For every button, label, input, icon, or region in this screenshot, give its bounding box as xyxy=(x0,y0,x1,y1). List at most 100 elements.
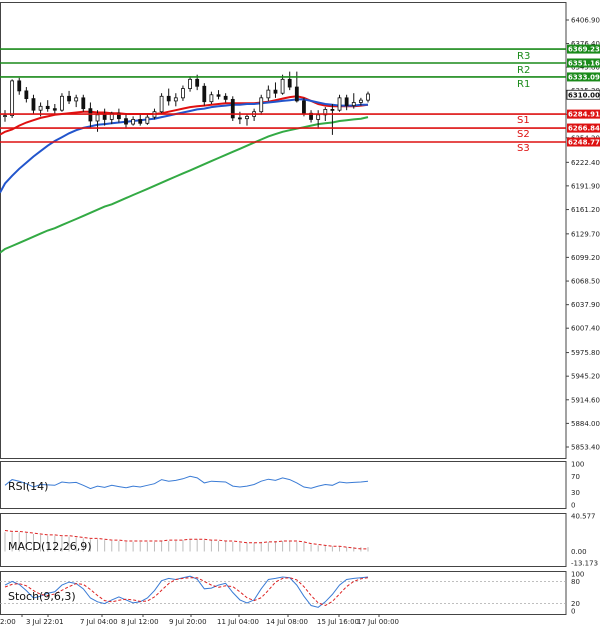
candle-body xyxy=(60,95,64,111)
stoch-title: Stoch(9,6,3) xyxy=(8,590,76,603)
price-axis-tick-label: 6191.90 xyxy=(571,182,600,190)
rsi-title: RSI(14) xyxy=(8,480,48,493)
level-price-box xyxy=(567,72,600,82)
candle-body xyxy=(124,118,128,125)
candle-body xyxy=(131,119,136,125)
candle-body xyxy=(202,85,207,103)
candle-body xyxy=(237,117,242,120)
price-axis-tick-label: 6129.70 xyxy=(571,230,600,238)
candle-body xyxy=(302,100,306,114)
macd-panel-frame xyxy=(0,513,567,567)
level-price-box xyxy=(567,109,600,119)
candle-body xyxy=(109,112,114,120)
rsi-axis-tick: 70 xyxy=(571,473,580,481)
candle-body xyxy=(10,80,15,116)
price-axis-tick-label: 5975.80 xyxy=(571,349,600,357)
price-axis-tick-label: 6099.20 xyxy=(571,254,600,262)
candle-body xyxy=(188,78,192,89)
rsi-axis-tick: 0 xyxy=(571,502,575,510)
level-name-s1: S1 xyxy=(517,115,530,126)
ma-line-ma-blue xyxy=(0,98,368,194)
candle-body xyxy=(294,86,299,102)
candle-body xyxy=(67,95,71,102)
level-name-s3: S3 xyxy=(517,143,530,154)
candle-body xyxy=(138,119,143,124)
rsi-line xyxy=(4,475,369,490)
candle-body xyxy=(195,78,200,87)
candle-body xyxy=(181,88,185,99)
price-axis-tick-label: 5945.20 xyxy=(571,373,600,381)
ma-line-ma-green xyxy=(0,116,369,254)
level-price-box xyxy=(567,137,600,147)
price-axis-tick-label: 6376.40 xyxy=(571,40,600,48)
candle-body xyxy=(209,94,214,103)
candle-body xyxy=(316,114,321,120)
price-axis-tick-label: 5914.60 xyxy=(571,396,600,404)
time-axis-label: 14 Jul 08:00 xyxy=(266,618,308,626)
candle-body xyxy=(344,97,349,106)
rsi-panel-frame xyxy=(0,461,567,509)
candle-body xyxy=(17,80,22,92)
current-price-label: 6310.00 xyxy=(568,91,600,99)
candle-body xyxy=(337,97,342,111)
candle-body xyxy=(116,112,121,120)
level-price-label: 6369.23 xyxy=(568,46,600,54)
candle-body xyxy=(366,93,370,101)
price-axis-tick-label: 6068.50 xyxy=(571,278,600,286)
time-axis-label: 17 Jul 00:00 xyxy=(357,618,399,626)
rsi-axis-tick: 30 xyxy=(571,489,580,497)
price-axis-tick-label: 6345.80 xyxy=(571,64,600,72)
macd-signal-line xyxy=(4,530,368,550)
candle-body xyxy=(159,95,164,113)
price-axis-tick-label: 5853.40 xyxy=(571,444,600,452)
candle-body xyxy=(45,105,50,110)
candle-body xyxy=(259,97,264,113)
time-axis-label: 2:00 xyxy=(0,618,16,626)
stoch-d-line xyxy=(4,577,369,607)
candle-body xyxy=(330,109,335,111)
candle-body xyxy=(102,114,107,120)
candle-body xyxy=(223,95,228,100)
time-axis-label: 8 Jul 12:00 xyxy=(121,618,159,626)
candle-body xyxy=(52,108,57,111)
main-panel-frame xyxy=(0,2,567,459)
time-axis-label: 9 Jul 20:00 xyxy=(169,618,207,626)
candle-body xyxy=(3,115,7,117)
level-name-r3: R3 xyxy=(517,51,530,62)
price-axis-tick-label: 6007.40 xyxy=(571,325,600,333)
candle-body xyxy=(24,90,29,100)
candle-body xyxy=(145,116,150,124)
level-price-label: 6266.84 xyxy=(568,125,600,133)
macd-axis-tick: 40.577 xyxy=(571,513,596,521)
price-axis-tick-label: 6161.20 xyxy=(571,206,600,214)
candle-body xyxy=(38,105,43,111)
candle-body xyxy=(166,95,171,102)
level-price-label: 6333.09 xyxy=(568,73,600,81)
stoch-axis-tick: 0 xyxy=(571,608,575,616)
candle-body xyxy=(95,114,100,122)
candle-body xyxy=(351,102,356,106)
candle-body xyxy=(273,89,278,94)
time-axis-label: 15 Jul 16:00 xyxy=(317,618,359,626)
stoch-axis-tick: 100 xyxy=(571,571,584,579)
level-price-label: 6284.91 xyxy=(568,111,600,119)
current-price-box xyxy=(566,89,600,100)
candle-body xyxy=(230,98,235,119)
candle-body xyxy=(74,97,79,102)
candle-body xyxy=(358,99,363,103)
price-axis-tick-label: 6222.40 xyxy=(571,159,600,167)
stoch-axis-tick: 80 xyxy=(571,578,580,586)
time-axis-label: 11 Jul 04:00 xyxy=(217,618,259,626)
candle-body xyxy=(280,78,285,94)
price-axis-tick-label: 6037.90 xyxy=(571,301,600,309)
level-name-s2: S2 xyxy=(517,129,530,140)
stoch-axis-tick: 20 xyxy=(571,600,580,608)
candle-body xyxy=(309,112,313,120)
time-axis-label: 3 Jul 22:01 xyxy=(26,618,64,626)
candle-body xyxy=(245,115,249,120)
candle-body xyxy=(216,94,221,97)
stoch-k-line xyxy=(4,575,369,608)
macd-axis-tick: -13.173 xyxy=(571,560,598,568)
candle-body xyxy=(287,78,292,88)
